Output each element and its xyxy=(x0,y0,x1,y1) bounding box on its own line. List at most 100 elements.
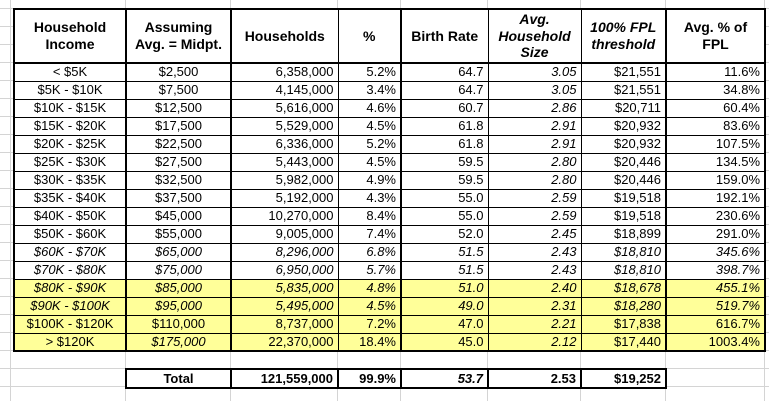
cell[interactable]: $100K - $120K xyxy=(13,314,127,334)
cell[interactable]: 22,370,000 xyxy=(230,332,339,352)
cell[interactable]: 291.0% xyxy=(665,224,766,244)
cell[interactable]: $20,932 xyxy=(580,116,667,136)
cell[interactable]: $7,500 xyxy=(125,80,232,100)
cell[interactable]: 59.5 xyxy=(400,170,489,190)
total-cell[interactable]: 121,559,000 xyxy=(230,368,339,389)
cell[interactable]: 192.1% xyxy=(665,188,766,208)
cell[interactable]: $18,810 xyxy=(580,242,667,262)
cell[interactable]: $18,280 xyxy=(580,296,667,316)
cell[interactable]: 6,336,000 xyxy=(230,134,339,154)
cell[interactable]: $19,518 xyxy=(580,188,667,208)
cell[interactable]: $10K - $15K xyxy=(13,98,127,118)
cell[interactable]: 2.43 xyxy=(487,260,582,280)
cell[interactable]: 5.7% xyxy=(337,260,402,280)
cell[interactable]: 60.7 xyxy=(400,98,489,118)
total-cell[interactable]: 53.7 xyxy=(400,368,489,389)
cell[interactable]: 3.4% xyxy=(337,80,402,100)
cell[interactable]: 455.1% xyxy=(665,278,766,298)
cell[interactable]: 4.5% xyxy=(337,152,402,172)
cell[interactable]: $18,899 xyxy=(580,224,667,244)
cell[interactable]: 61.8 xyxy=(400,116,489,136)
cell[interactable]: 345.6% xyxy=(665,242,766,262)
cell[interactable]: 5,616,000 xyxy=(230,98,339,118)
cell[interactable]: 5,982,000 xyxy=(230,170,339,190)
cell[interactable]: $30K - $35K xyxy=(13,170,127,190)
cell[interactable]: $22,500 xyxy=(125,134,232,154)
cell[interactable]: 6.8% xyxy=(337,242,402,262)
cell[interactable]: 230.6% xyxy=(665,206,766,226)
cell[interactable]: 2.43 xyxy=(487,242,582,262)
cell[interactable]: 3.05 xyxy=(487,80,582,100)
cell[interactable]: $2,500 xyxy=(125,62,232,82)
column-header[interactable]: 100% FPL threshold xyxy=(580,8,667,64)
cell[interactable]: 1003.4% xyxy=(665,332,766,352)
total-cell[interactable]: 2.53 xyxy=(487,368,582,389)
cell[interactable]: 5,835,000 xyxy=(230,278,339,298)
cell[interactable]: 47.0 xyxy=(400,314,489,334)
cell[interactable]: $45,000 xyxy=(125,206,232,226)
cell[interactable]: $70K - $80K xyxy=(13,260,127,280)
cell[interactable]: 159.0% xyxy=(665,170,766,190)
cell[interactable]: $17,440 xyxy=(580,332,667,352)
cell[interactable]: 2.59 xyxy=(487,188,582,208)
cell[interactable]: $12,500 xyxy=(125,98,232,118)
column-header[interactable]: Birth Rate xyxy=(400,8,489,64)
cell[interactable]: $35K - $40K xyxy=(13,188,127,208)
cell[interactable]: $17,500 xyxy=(125,116,232,136)
cell[interactable]: 4.9% xyxy=(337,170,402,190)
cell[interactable]: $21,551 xyxy=(580,80,667,100)
cell[interactable]: $27,500 xyxy=(125,152,232,172)
cell[interactable]: 55.0 xyxy=(400,206,489,226)
cell[interactable]: 55.0 xyxy=(400,188,489,208)
cell[interactable]: 5,443,000 xyxy=(230,152,339,172)
cell[interactable]: $32,500 xyxy=(125,170,232,190)
cell[interactable]: 10,270,000 xyxy=(230,206,339,226)
cell[interactable]: 5,495,000 xyxy=(230,296,339,316)
cell[interactable]: 11.6% xyxy=(665,62,766,82)
total-cell[interactable]: $19,252 xyxy=(580,368,667,389)
cell[interactable]: $175,000 xyxy=(125,332,232,352)
cell[interactable]: 51.0 xyxy=(400,278,489,298)
cell[interactable]: 83.6% xyxy=(665,116,766,136)
cell[interactable]: $110,000 xyxy=(125,314,232,334)
cell[interactable]: 9,005,000 xyxy=(230,224,339,244)
cell[interactable]: 2.80 xyxy=(487,170,582,190)
cell[interactable]: $37,500 xyxy=(125,188,232,208)
cell[interactable]: 8,296,000 xyxy=(230,242,339,262)
cell[interactable]: 4.6% xyxy=(337,98,402,118)
cell[interactable]: 4.8% xyxy=(337,278,402,298)
column-header[interactable]: Households xyxy=(230,8,339,64)
cell[interactable]: 6,358,000 xyxy=(230,62,339,82)
cell[interactable]: 5.2% xyxy=(337,62,402,82)
cell[interactable]: $55,000 xyxy=(125,224,232,244)
cell[interactable]: 61.8 xyxy=(400,134,489,154)
cell[interactable]: 8.4% xyxy=(337,206,402,226)
cell[interactable]: $20,446 xyxy=(580,152,667,172)
cell[interactable]: 5,192,000 xyxy=(230,188,339,208)
cell[interactable]: 2.21 xyxy=(487,314,582,334)
cell[interactable]: 4.5% xyxy=(337,116,402,136)
cell[interactable]: > $120K xyxy=(13,332,127,352)
column-header[interactable]: % xyxy=(337,8,402,64)
cell[interactable]: 18.4% xyxy=(337,332,402,352)
cell[interactable]: 2.91 xyxy=(487,134,582,154)
cell[interactable]: $20K - $25K xyxy=(13,134,127,154)
cell[interactable]: 5.2% xyxy=(337,134,402,154)
cell[interactable]: 34.8% xyxy=(665,80,766,100)
column-header[interactable]: Household Income xyxy=(13,8,127,64)
column-header[interactable]: Avg. Household Size xyxy=(487,8,582,64)
cell[interactable]: 51.5 xyxy=(400,242,489,262)
cell[interactable]: 59.5 xyxy=(400,152,489,172)
cell[interactable]: $20,932 xyxy=(580,134,667,154)
total-label[interactable]: Total xyxy=(125,368,232,389)
cell[interactable]: $75,000 xyxy=(125,260,232,280)
cell[interactable]: $18,810 xyxy=(580,260,667,280)
cell[interactable]: $5K - $10K xyxy=(13,80,127,100)
cell[interactable]: $17,838 xyxy=(580,314,667,334)
cell[interactable]: 398.7% xyxy=(665,260,766,280)
cell[interactable]: 107.5% xyxy=(665,134,766,154)
cell[interactable]: 7.2% xyxy=(337,314,402,334)
cell[interactable]: 64.7 xyxy=(400,80,489,100)
cell[interactable]: 5,529,000 xyxy=(230,116,339,136)
cell[interactable]: 64.7 xyxy=(400,62,489,82)
